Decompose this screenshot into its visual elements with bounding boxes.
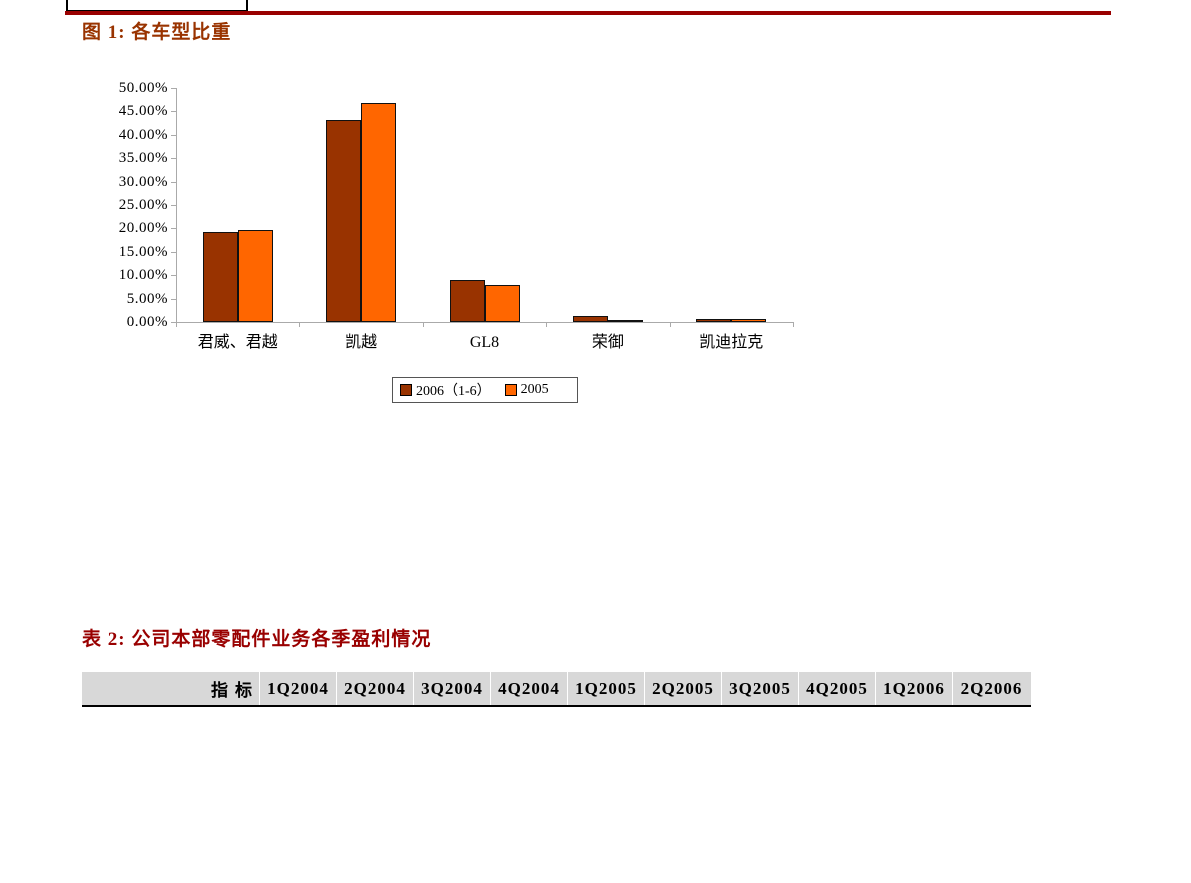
bar-series-2005 bbox=[484, 284, 520, 322]
bar-series-2006 bbox=[696, 319, 732, 322]
x-axis-category-label: GL8 bbox=[469, 334, 500, 351]
table-header-cell-quarter: 2Q2006 bbox=[960, 678, 1023, 698]
x-axis-tick bbox=[299, 322, 301, 327]
y-axis-tick bbox=[171, 251, 176, 253]
x-axis-tick bbox=[793, 322, 794, 327]
y-axis-line bbox=[176, 88, 177, 322]
table-header-cell-quarter: 1Q2005 bbox=[568, 672, 645, 705]
bar-series-2005 bbox=[731, 319, 767, 322]
bar-series-2006 bbox=[572, 315, 608, 322]
legend-label-2005: 2005 bbox=[520, 382, 549, 397]
y-axis-label: 5.00% bbox=[126, 290, 168, 307]
table-header-cell-quarter: 4Q2004 bbox=[491, 672, 568, 705]
bar-series-2006 bbox=[326, 119, 362, 322]
y-axis-tick bbox=[171, 111, 176, 113]
x-axis-tick bbox=[669, 322, 671, 327]
y-axis-label: 35.00% bbox=[118, 150, 168, 167]
y-axis-tick bbox=[171, 298, 176, 300]
y-axis-label: 0.00% bbox=[126, 314, 168, 330]
legend-item-2005: 2005 bbox=[504, 382, 549, 398]
chart-legend: 2006（1-6） 2005 bbox=[392, 377, 578, 403]
y-axis-tick bbox=[171, 134, 176, 136]
y-axis-label: 20.00% bbox=[118, 220, 168, 237]
table-header-cell-quarter: 1Q2004 bbox=[260, 672, 337, 705]
table-header-cell-quarter: 3Q2004 bbox=[414, 672, 491, 705]
bar-series-2005 bbox=[361, 103, 397, 322]
legend-swatch-2006 bbox=[400, 384, 412, 396]
y-axis-label: 40.00% bbox=[118, 126, 168, 143]
top-divider-rule bbox=[65, 11, 1111, 15]
table-header-cell-quarter: 2Q2004 bbox=[337, 672, 414, 705]
legend-item-2006: 2006（1-6） bbox=[400, 380, 491, 400]
y-axis-label: 25.00% bbox=[118, 197, 168, 213]
x-axis-line bbox=[176, 322, 793, 323]
y-axis-tick bbox=[171, 205, 176, 206]
x-axis-tick bbox=[546, 322, 548, 327]
table-header-cell-quarter: 1Q2006 bbox=[876, 672, 953, 705]
table-header-cell-quarter: 4Q2005 bbox=[799, 672, 876, 705]
figure-title: 图 1: 各车型比重 bbox=[82, 22, 232, 43]
x-axis-category-label: 君威、君越 bbox=[197, 334, 278, 351]
bar-series-2006 bbox=[202, 232, 238, 322]
y-axis-tick bbox=[171, 88, 176, 89]
y-axis-tick bbox=[171, 275, 176, 277]
y-axis-tick bbox=[171, 181, 176, 183]
legend-swatch-2005 bbox=[504, 384, 517, 396]
table-header-cell-indicator: 指标 bbox=[82, 672, 260, 705]
vehicle-model-share-chart: 2006（1-6） 2005 50.00% 45.00% 40.00% 35.00% 3… bbox=[92, 57, 810, 413]
x-axis-tick bbox=[422, 322, 424, 327]
y-axis-label: 30.00% bbox=[118, 173, 168, 190]
bar-series-2005 bbox=[607, 320, 643, 322]
table-header-cell-quarter: 3Q2005 bbox=[722, 672, 799, 705]
y-axis-tick bbox=[171, 322, 176, 323]
table-title: 表 2: 公司本部零配件业务各季盈利情况 bbox=[82, 629, 432, 650]
table-header-cell-quarter: 2Q2005 bbox=[645, 672, 722, 705]
table-header-row: 指标 1Q2004 2Q2004 3Q2004 4Q2004 1Q2005 2Q2005 3Q… bbox=[82, 672, 1031, 707]
y-axis-label: 10.00% bbox=[118, 267, 168, 284]
bar-series-2005 bbox=[237, 229, 273, 322]
legend-label-2006: 2006（1-6） bbox=[416, 384, 491, 399]
y-axis-label: 15.00% bbox=[118, 243, 168, 260]
x-axis-category-label: 凯迪拉克 bbox=[699, 334, 764, 351]
y-axis-tick bbox=[171, 228, 176, 230]
x-axis-tick bbox=[176, 322, 177, 327]
y-axis-tick bbox=[171, 158, 176, 160]
y-axis-label: 50.00% bbox=[118, 80, 168, 96]
x-axis-category-label: 凯越 bbox=[345, 334, 378, 351]
y-axis-label: 45.00% bbox=[118, 103, 168, 120]
x-axis-category-label: 荣御 bbox=[591, 334, 624, 351]
bar-series-2006 bbox=[449, 280, 485, 322]
